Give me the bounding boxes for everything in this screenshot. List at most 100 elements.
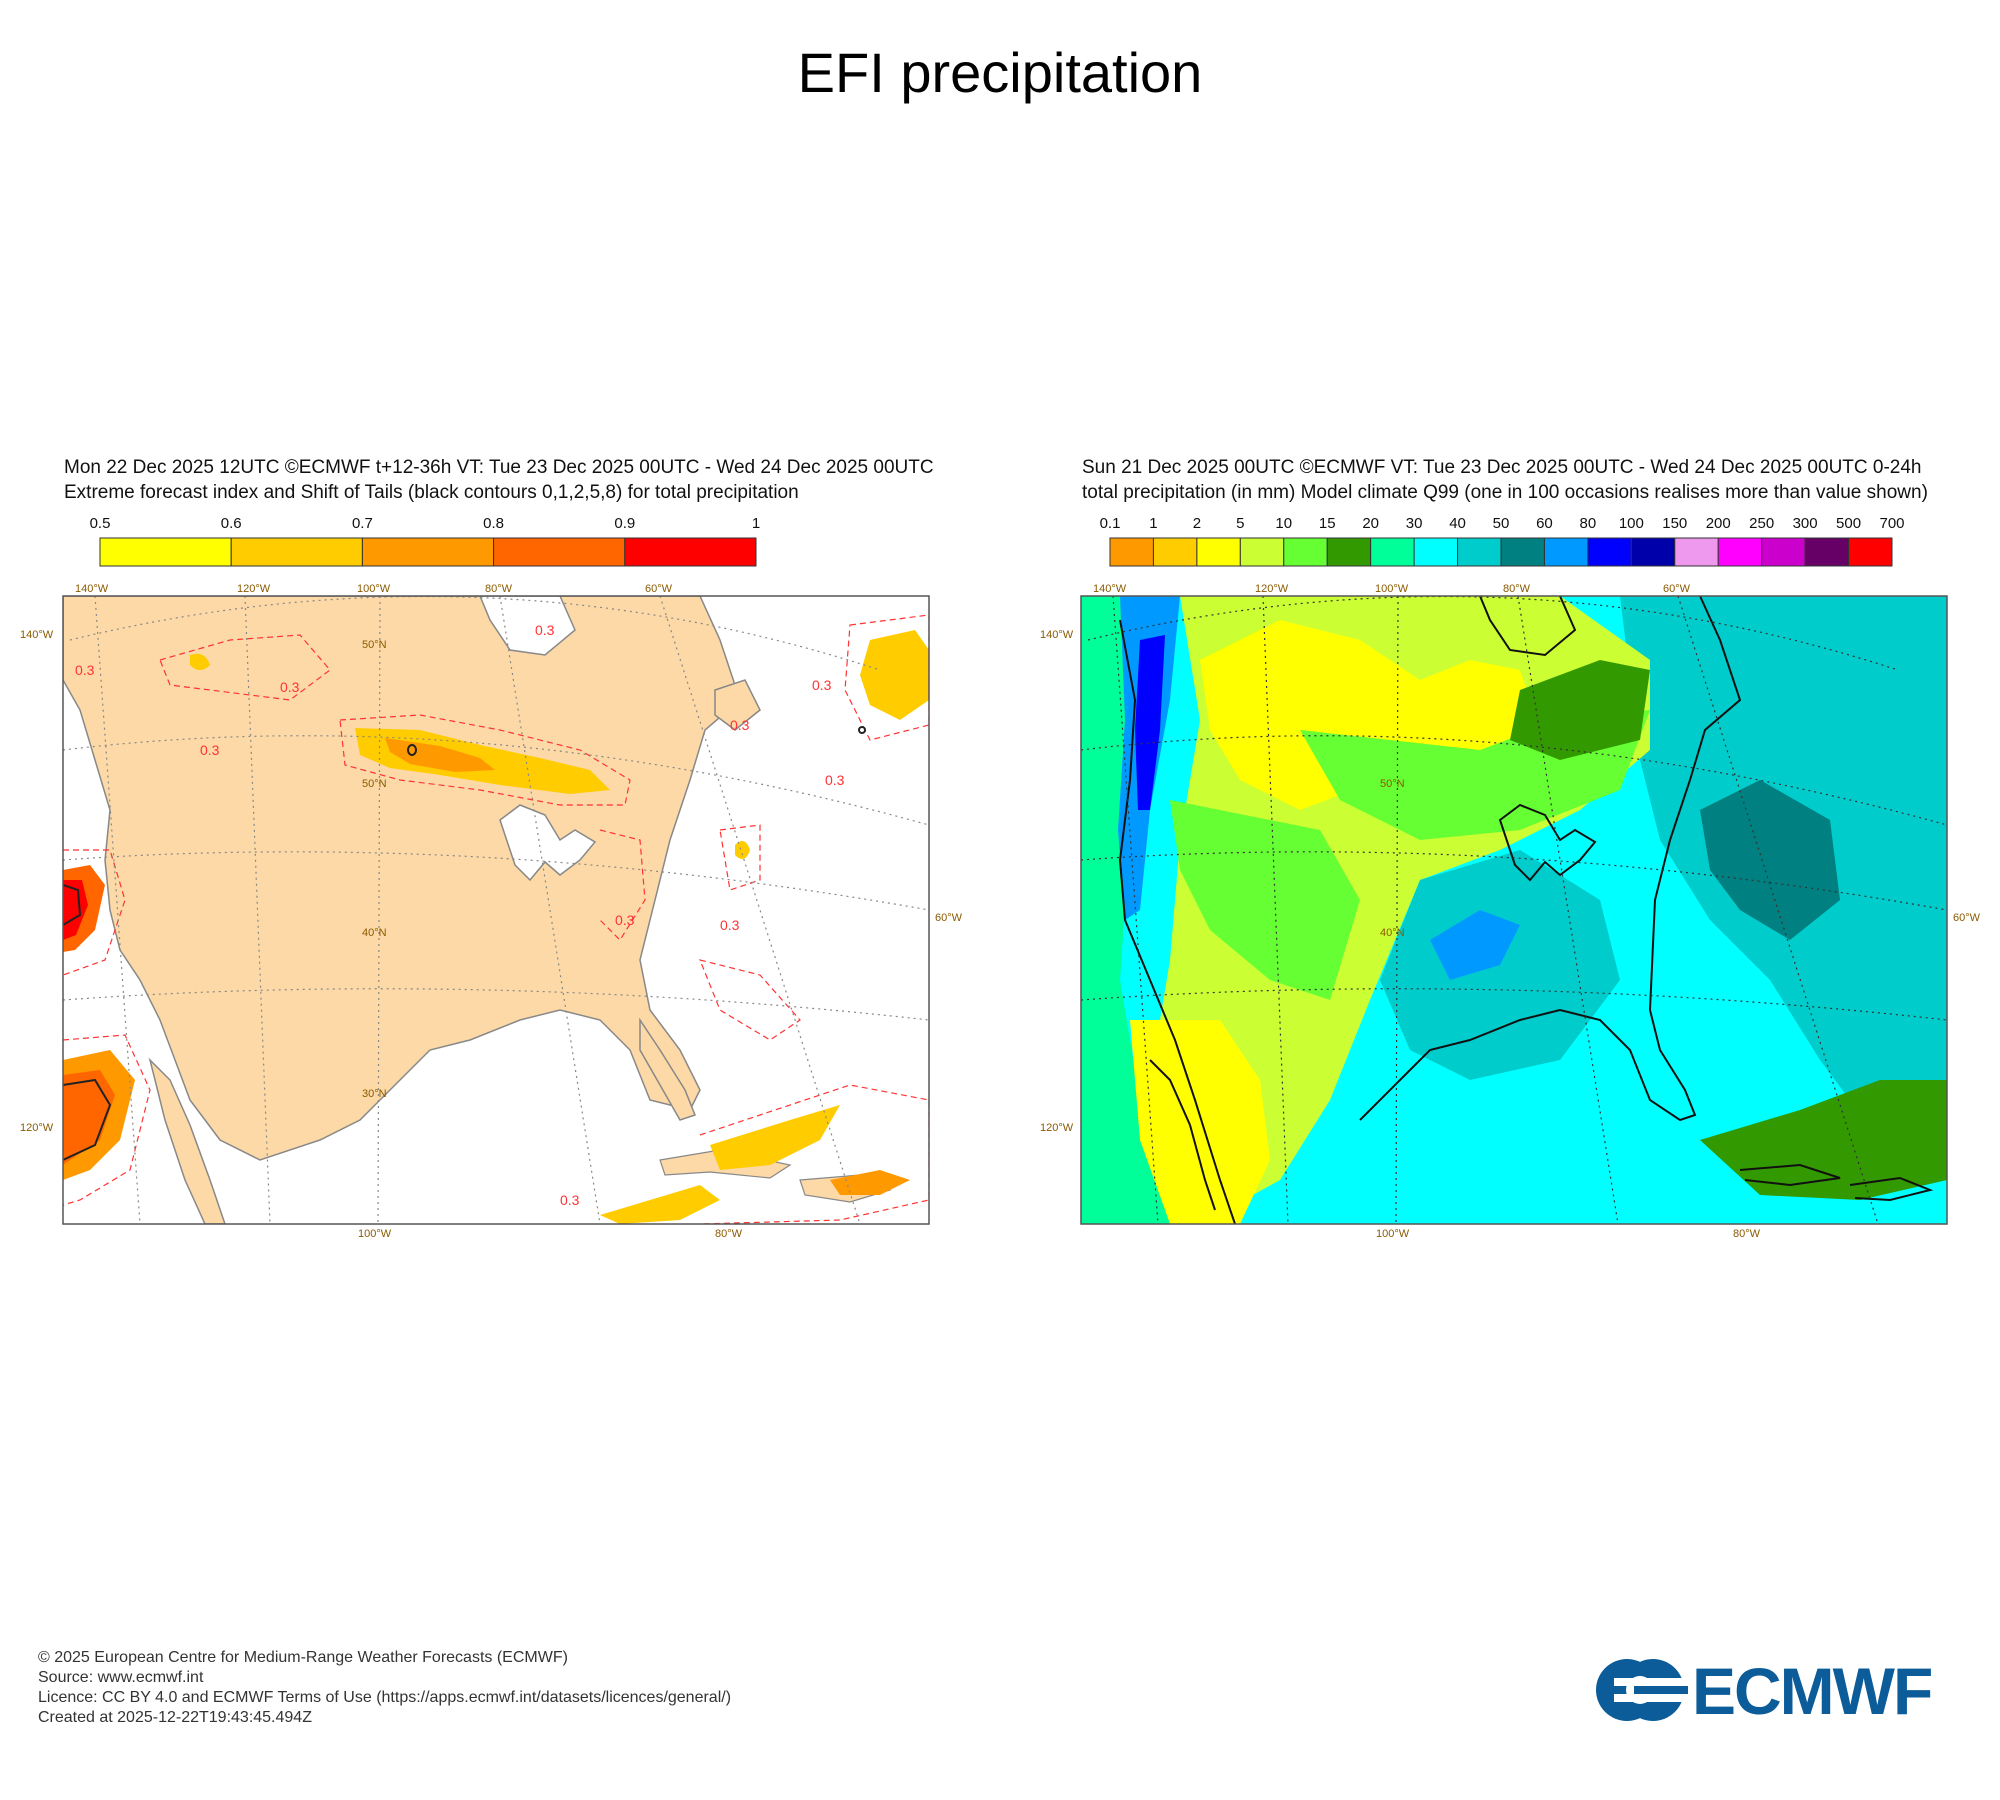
left-land-florida: [639, 1017, 696, 1121]
contour-label: 0.3: [730, 717, 750, 733]
lat-label: 50°N: [362, 639, 387, 651]
right-panel-header: Sun 21 Dec 2025 00UTC ©ECMWF VT: Tue 23 …: [1082, 455, 1928, 505]
left-efi-band-canada-core: [385, 738, 495, 772]
lon-label-top: 60°W: [645, 583, 673, 595]
right-colorbar: 0.1 1 2 5 10 15 20 30 40 50 60 80 100 150 200 250 300 500…: [1100, 515, 1905, 567]
right-legend-swatch: [1326, 537, 1372, 567]
footer-copyright: © 2025 European Centre for Medium-Range …: [38, 1649, 568, 1666]
right-legend-swatch: [1587, 537, 1632, 567]
right-legend-label: 700: [1879, 515, 1904, 532]
left-efi-gulf: [600, 1185, 720, 1224]
left-efi-pacific-nw-core: [63, 880, 88, 940]
lon-label-left: 140°W: [20, 629, 54, 641]
right-legend-swatch: [1457, 537, 1502, 567]
right-legend-swatch: [1239, 537, 1285, 567]
left-efi-caribbean-2: [830, 1170, 910, 1195]
left-legend-label: 0.6: [221, 515, 242, 532]
lat-label: 50°N: [1380, 778, 1405, 790]
left-legend-swatch: [624, 537, 757, 567]
page-title: EFI precipitation: [797, 41, 1203, 104]
lon-label-right: 60°W: [1953, 912, 1981, 924]
left-header-line2: Extreme forecast index and Shift of Tail…: [64, 482, 799, 503]
left-legend-label: 0.9: [614, 515, 635, 532]
right-climate-map: 50°N 40°N 140°W 120°W 100°W 80°W 60°W 10…: [1040, 583, 1981, 1240]
right-map-frame: [1080, 595, 1948, 1225]
left-sot-contours: [63, 726, 866, 1161]
right-legend-swatch: [1196, 537, 1241, 567]
lon-label-top: 80°W: [485, 583, 513, 595]
right-coastlines: [1118, 596, 1934, 1224]
left-land-newfoundland: [714, 679, 761, 731]
left-efi-map: 0.3 0.3 0.3 0.3 0.3 0.3 0.3 0.3 0.3 0.3 …: [20, 583, 963, 1240]
right-lat-labels: 50°N 40°N: [1380, 778, 1405, 939]
left-legend-label: 0.8: [483, 515, 504, 532]
contour-label: 0.3: [720, 917, 740, 933]
left-land-baja: [148, 1057, 226, 1224]
right-header-line1: Sun 21 Dec 2025 00UTC ©ECMWF VT: Tue 23 …: [1082, 457, 1922, 478]
right-legend-label: 250: [1749, 515, 1774, 532]
left-map-frame: [62, 595, 930, 1225]
left-efi-pacific-sw-core: [63, 1070, 115, 1165]
left-legend-label: 1: [752, 515, 760, 532]
right-legend-label: 10: [1275, 515, 1292, 532]
right-legend-swatch: [1630, 537, 1676, 567]
left-efi-small-1: [735, 841, 750, 859]
left-graticule: [63, 596, 929, 1224]
lon-label-left: 120°W: [20, 1122, 54, 1134]
contour-label: 0.3: [200, 742, 220, 758]
right-field-pacific-green: [1081, 596, 1170, 1224]
right-legend-label: 200: [1706, 515, 1731, 532]
contour-label: 0.3: [560, 1192, 580, 1208]
ecmwf-logo-text: ECMWF: [1692, 1654, 1933, 1728]
right-header-line2: total precipitation (in mm) Model climat…: [1082, 482, 1928, 503]
right-legend-label: 2: [1193, 515, 1201, 532]
left-legend-swatch: [230, 537, 363, 567]
right-legend-label: 1: [1149, 515, 1157, 532]
left-contour-label-group: 0.3 0.3 0.3 0.3 0.3 0.3 0.3 0.3 0.3 0.3: [75, 622, 845, 1208]
left-legend-swatch: [361, 537, 495, 567]
ecmwf-logo: ECMWF: [1592, 1654, 1962, 1728]
right-legend-label: 300: [1793, 515, 1818, 532]
right-field-interior-green: [1170, 800, 1360, 1000]
lon-label-top: 60°W: [1663, 583, 1691, 595]
right-legend-label: 500: [1836, 515, 1861, 532]
left-colorbar: 0.5 0.6 0.7 0.8 0.9 1: [90, 515, 760, 567]
left-legend-swatch: [493, 537, 626, 567]
lat-label: 50°N: [362, 778, 387, 790]
footer-created: Created at 2025-12-22T19:43:45.494Z: [38, 1709, 312, 1726]
right-legend-label: 40: [1449, 515, 1466, 532]
right-legend-label: 15: [1319, 515, 1336, 532]
lat-label: 40°N: [362, 927, 387, 939]
left-header-line1: Mon 22 Dec 2025 12UTC ©ECMWF t+12-36h VT…: [64, 457, 934, 478]
right-legend-label: 0.1: [1100, 515, 1121, 532]
right-graticule: [1081, 596, 1947, 1224]
lon-label-bottom: 100°W: [358, 1228, 392, 1240]
right-legend-swatch: [1848, 537, 1893, 567]
contour-label: 0.3: [280, 679, 300, 695]
footer: © 2025 European Centre for Medium-Range …: [38, 1648, 731, 1728]
footer-licence: Licence: CC BY 4.0 and ECMWF Terms of Us…: [38, 1689, 732, 1706]
lon-label-top: 80°W: [1503, 583, 1531, 595]
footer-source: Source: www.ecmwf.int: [38, 1669, 204, 1686]
left-efi-atlantic: [860, 630, 929, 720]
left-edge-labels: 140°W 120°W 100°W 80°W 60°W 100°W 80°W 1…: [20, 583, 963, 1240]
lon-label-left: 140°W: [1040, 629, 1074, 641]
right-legend-label: 50: [1493, 515, 1510, 532]
right-legend-swatch: [1370, 537, 1415, 567]
left-efi-small-2: [190, 653, 210, 670]
lon-label-top: 140°W: [75, 583, 109, 595]
contour-label: 0.3: [615, 912, 635, 928]
right-legend-swatch: [1500, 537, 1545, 567]
right-legend-swatch: [1543, 537, 1589, 567]
right-legend-label: 20: [1362, 515, 1379, 532]
left-contours-0-3: [63, 614, 929, 1224]
lon-label-top: 100°W: [357, 583, 391, 595]
lat-label: 30°N: [362, 1088, 387, 1100]
right-legend-label: 30: [1406, 515, 1423, 532]
lon-label-left: 120°W: [1040, 1122, 1074, 1134]
right-field-caribbean-green: [1700, 1080, 1947, 1200]
lat-label: 40°N: [1380, 927, 1405, 939]
right-legend-swatch: [1283, 537, 1328, 567]
left-efi-caribbean: [710, 1105, 840, 1170]
ecmwf-logo-mark-icon: [1596, 1659, 1688, 1721]
